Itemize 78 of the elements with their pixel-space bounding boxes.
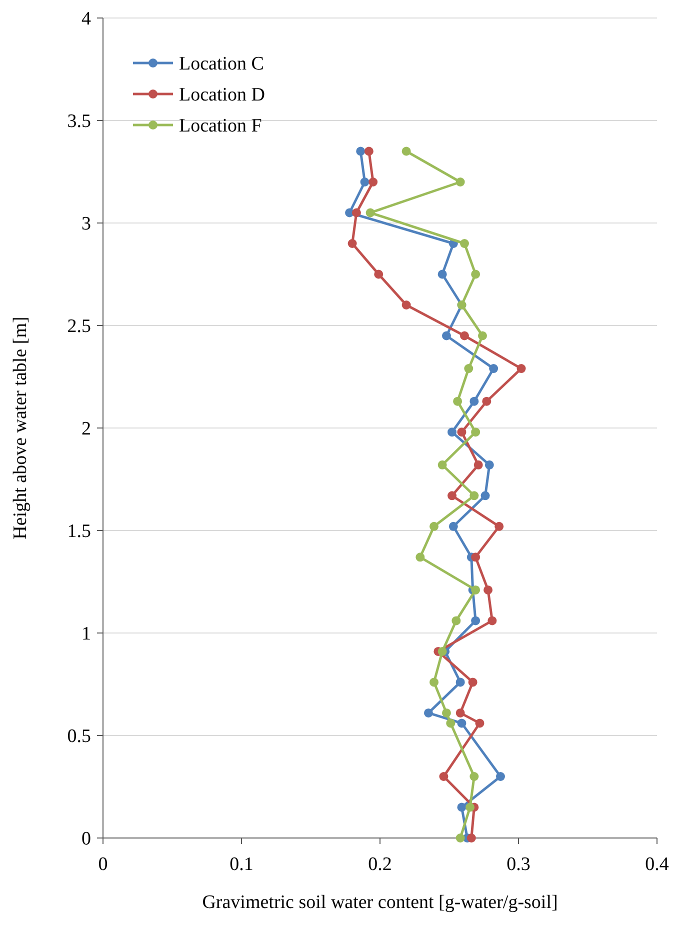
x-tick-label: 0.1 (230, 854, 254, 875)
point (466, 834, 476, 842)
point (366, 208, 375, 218)
y-tick-label: 1.5 (67, 521, 91, 542)
point (356, 146, 366, 156)
point (348, 239, 357, 248)
y-tick-label: 3.5 (67, 111, 91, 132)
point (470, 772, 479, 781)
point (457, 718, 466, 728)
point (460, 331, 469, 340)
y-tick-label: 4 (82, 8, 92, 30)
y-tick-label: 2.5 (67, 316, 91, 338)
point (471, 585, 480, 594)
point (446, 718, 456, 728)
legend-label: Location D (179, 84, 266, 106)
point (488, 616, 497, 626)
point (456, 178, 465, 186)
point (360, 178, 370, 186)
point (457, 802, 466, 812)
point (448, 428, 457, 437)
legend-label: Location F (179, 116, 262, 137)
legend-label: Location C (179, 54, 264, 75)
point (516, 364, 526, 374)
point (471, 552, 480, 562)
point (402, 146, 411, 156)
point (448, 491, 457, 500)
y-tick-label: 0.5 (67, 726, 91, 748)
point (464, 364, 474, 374)
point (489, 364, 498, 374)
y-tick-label: 0 (82, 828, 91, 850)
x-axis-title: Gravimetric soil water content [g-water/g-soil] (202, 892, 558, 913)
point (442, 708, 451, 718)
point (475, 718, 484, 728)
point (456, 708, 465, 718)
y-tick-label: 1 (82, 624, 91, 645)
point (468, 678, 478, 687)
point (424, 708, 433, 718)
x-tick-label: 0.3 (506, 854, 530, 875)
point (416, 552, 425, 562)
point (452, 616, 461, 626)
y-tick-label: 3 (82, 214, 91, 235)
point (442, 331, 451, 340)
x-tick-label: 0.2 (368, 854, 392, 875)
point (438, 270, 447, 279)
point (374, 270, 384, 279)
point (470, 396, 479, 406)
point (402, 300, 411, 310)
point (471, 616, 480, 626)
point (453, 396, 462, 406)
point (456, 678, 465, 687)
point (480, 491, 490, 500)
x-tick-label: 0 (98, 854, 108, 875)
point (474, 460, 483, 470)
point (470, 491, 479, 500)
point (494, 522, 504, 531)
point (364, 146, 374, 156)
point (478, 331, 487, 340)
point (484, 460, 494, 470)
point (439, 772, 448, 781)
y-axis-title: Height above water table [m] (10, 316, 31, 540)
point (471, 428, 480, 437)
point (448, 522, 458, 531)
point (430, 522, 439, 531)
point (438, 646, 447, 656)
point (460, 239, 469, 248)
point (466, 802, 475, 812)
point (457, 428, 466, 437)
x-tick-label: 0.4 (645, 854, 670, 875)
y-tick-label: 2 (82, 418, 91, 440)
point (352, 208, 361, 218)
point (496, 772, 505, 781)
point (438, 460, 447, 470)
point (430, 678, 439, 687)
point (456, 834, 465, 842)
point (471, 270, 480, 279)
point (484, 585, 493, 594)
point (368, 178, 378, 186)
point (482, 396, 492, 406)
